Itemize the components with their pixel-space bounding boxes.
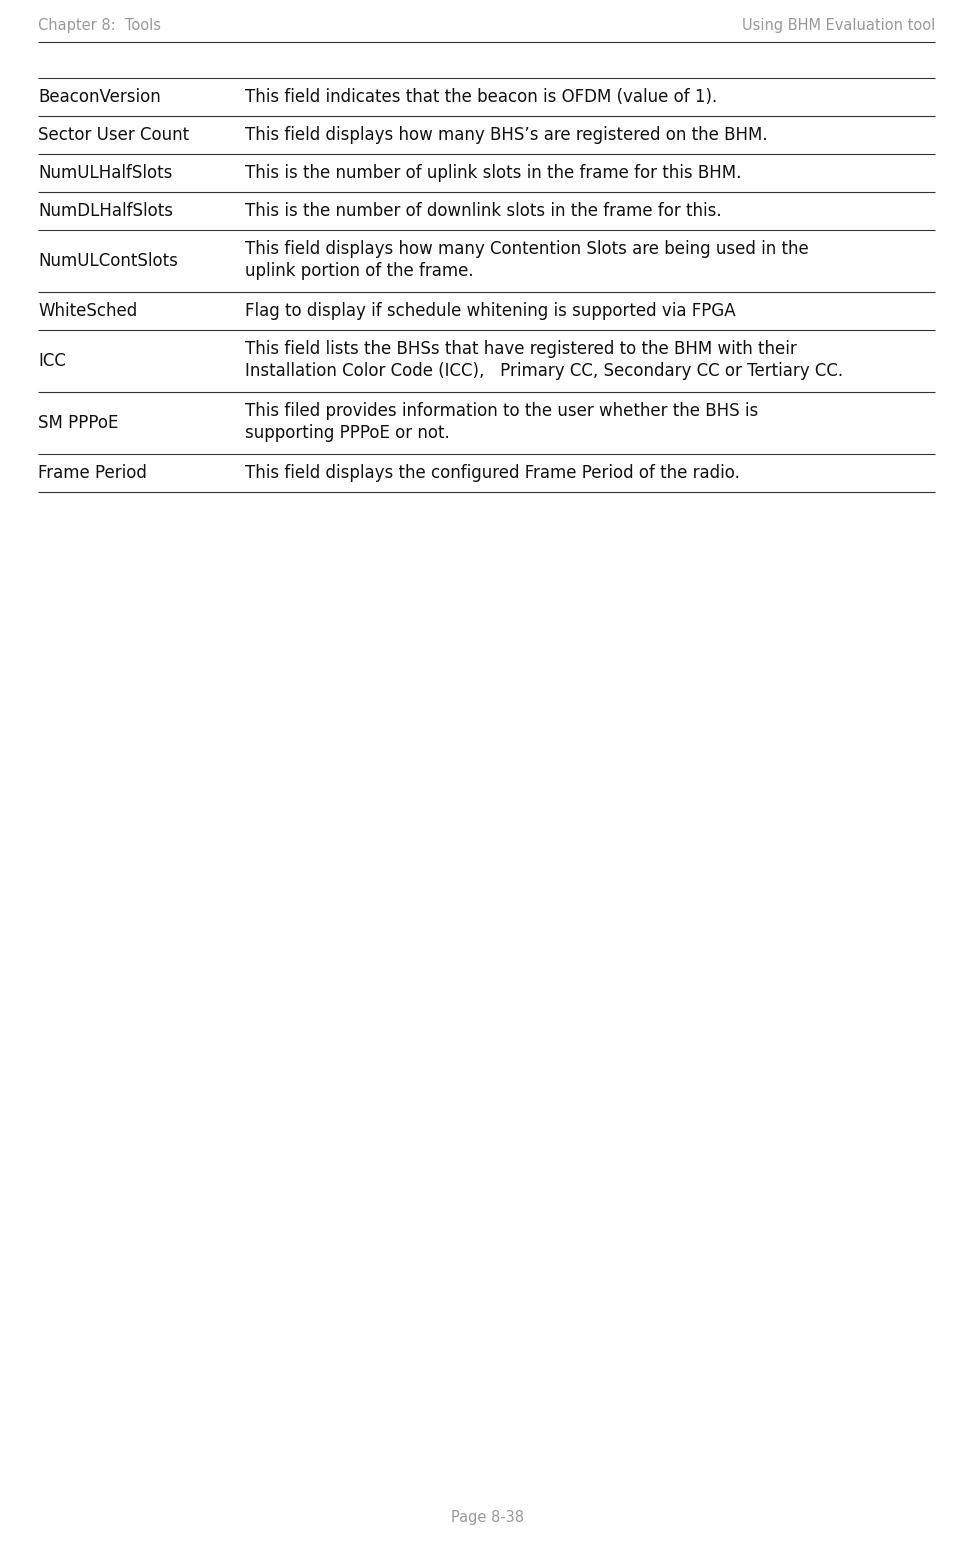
Text: Page 8-38: Page 8-38 xyxy=(451,1510,524,1525)
Text: Frame Period: Frame Period xyxy=(38,463,147,482)
Text: This field indicates that the beacon is OFDM (value of 1).: This field indicates that the beacon is … xyxy=(245,89,718,106)
Text: Flag to display if schedule whitening is supported via FPGA: Flag to display if schedule whitening is… xyxy=(245,302,735,320)
Text: supporting PPPoE or not.: supporting PPPoE or not. xyxy=(245,425,449,442)
Text: uplink portion of the frame.: uplink portion of the frame. xyxy=(245,261,474,280)
Text: ICC: ICC xyxy=(38,351,66,370)
Text: NumULHalfSlots: NumULHalfSlots xyxy=(38,163,173,182)
Text: BeaconVersion: BeaconVersion xyxy=(38,89,161,106)
Text: WhiteSched: WhiteSched xyxy=(38,302,137,320)
Text: Installation Color Code (ICC),   Primary CC, Secondary CC or Tertiary CC.: Installation Color Code (ICC), Primary C… xyxy=(245,362,843,379)
Text: Chapter 8:  Tools: Chapter 8: Tools xyxy=(38,19,161,33)
Text: NumULContSlots: NumULContSlots xyxy=(38,252,177,271)
Text: This field displays the configured Frame Period of the radio.: This field displays the configured Frame… xyxy=(245,463,740,482)
Text: This field displays how many BHS’s are registered on the BHM.: This field displays how many BHS’s are r… xyxy=(245,126,767,145)
Text: Using BHM Evaluation tool: Using BHM Evaluation tool xyxy=(742,19,935,33)
Text: SM PPPoE: SM PPPoE xyxy=(38,414,118,432)
Text: This is the number of uplink slots in the frame for this BHM.: This is the number of uplink slots in th… xyxy=(245,163,741,182)
Text: This filed provides information to the user whether the BHS is: This filed provides information to the u… xyxy=(245,403,759,420)
Text: Sector User Count: Sector User Count xyxy=(38,126,189,145)
Text: NumDLHalfSlots: NumDLHalfSlots xyxy=(38,202,173,219)
Text: This field displays how many Contention Slots are being used in the: This field displays how many Contention … xyxy=(245,239,808,258)
Text: This field lists the BHSs that have registered to the BHM with their: This field lists the BHSs that have regi… xyxy=(245,341,797,358)
Text: This is the number of downlink slots in the frame for this.: This is the number of downlink slots in … xyxy=(245,202,722,219)
